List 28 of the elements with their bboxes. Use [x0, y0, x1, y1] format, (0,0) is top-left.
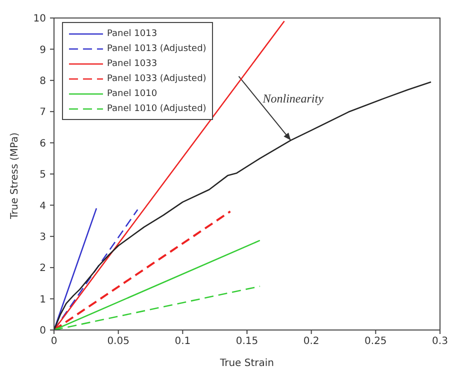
x-axis-title: True Strain	[218, 358, 274, 369]
y-axis-title: True Stress (MPa)	[10, 132, 21, 220]
y-tick-label: 3	[40, 232, 46, 243]
legend-label: Panel 1013	[107, 28, 158, 38]
y-tick-label: 1	[40, 294, 46, 306]
line-series	[54, 81, 432, 330]
x-tick-label: 0	[50, 336, 58, 348]
x-tick-label: 0.25	[364, 336, 387, 348]
x-tick-label: 0.05	[107, 336, 130, 348]
y-tick-label: 9	[40, 44, 46, 56]
y-tick-label: 6	[40, 138, 46, 150]
y-tick-label: 0	[40, 326, 46, 337]
x-tick-label: 0.1	[174, 336, 191, 348]
y-tick-label: 2	[40, 263, 46, 274]
legend-label: Panel 1033 (Adjusted)	[107, 74, 206, 84]
y-tick-label: 5	[40, 170, 46, 181]
x-tick-label: 0.3	[432, 336, 448, 348]
x-tick-label: 0.2	[303, 336, 320, 348]
y-tick-label: 7	[40, 107, 46, 118]
legend-label: Panel 1010 (Adjusted)	[107, 104, 206, 114]
y-tick-label: 10	[33, 14, 46, 25]
legend-label: Panel 1010	[107, 88, 158, 98]
legend-label: Panel 1033	[107, 58, 158, 68]
annotation: Nonlinearity	[262, 91, 324, 106]
legend-label: Panel 1013 (Adjusted)	[107, 44, 206, 54]
y-tick-label: 8	[40, 76, 46, 87]
y-tick-label: 4	[40, 200, 46, 212]
x-tick-label: 0.15	[236, 336, 258, 348]
